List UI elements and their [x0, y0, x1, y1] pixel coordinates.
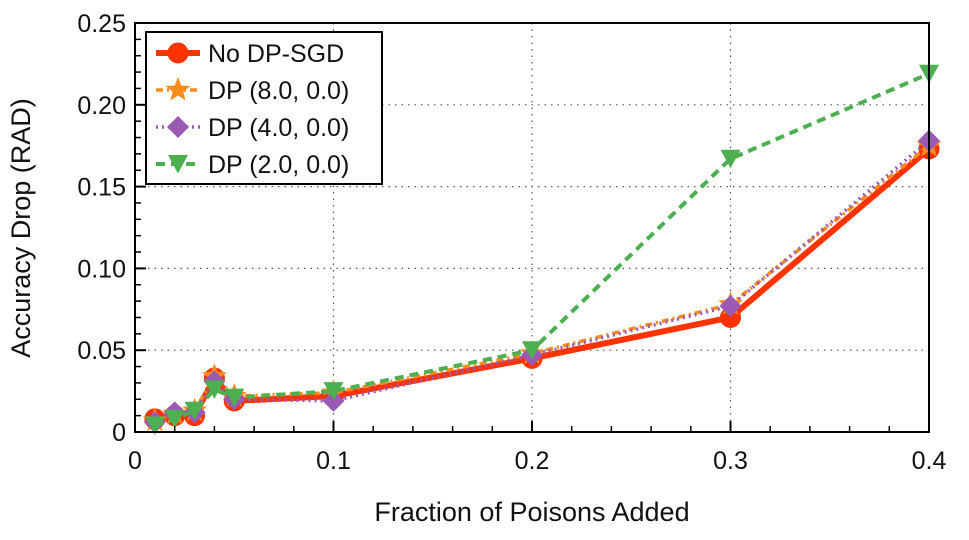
data-point	[322, 389, 345, 412]
legend-marker	[168, 155, 188, 174]
x-tick-label: 0.4	[912, 447, 947, 475]
series-layer	[142, 64, 942, 435]
series-line	[154, 144, 931, 423]
data-point	[323, 382, 344, 401]
data-point	[720, 149, 741, 169]
data-point	[719, 295, 742, 318]
legend-entry: DP (8.0, 0.0)	[156, 77, 349, 105]
legend: No DP-SGD DP (8.0, 0.0) DP (4.0, 0.0) DP (2…	[145, 31, 383, 185]
legend-entry: DP (2.0, 0.0)	[156, 151, 349, 179]
x-axis-title: Fraction of Poisons Added	[374, 497, 689, 527]
legend-marker	[165, 77, 191, 101]
legend-label: No DP-SGD	[208, 40, 344, 68]
axis-ticks	[134, 22, 930, 433]
x-tick-label: 0.1	[316, 447, 351, 475]
data-point	[522, 341, 542, 360]
legend-marker	[167, 116, 189, 138]
legend-label: DP (2.0, 0.0)	[208, 151, 349, 179]
y-axis-title: Accuracy Drop (RAD)	[6, 98, 36, 358]
legend-entry: No DP-SGD	[156, 40, 344, 68]
y-tick-label: 0.05	[77, 337, 126, 365]
y-tick-label: 0	[112, 419, 126, 447]
legend-label: DP (8.0, 0.0)	[208, 77, 349, 105]
x-tick-label: 0	[128, 447, 142, 475]
data-point	[164, 409, 185, 429]
y-tick-label: 0.25	[77, 10, 126, 38]
legend-label: DP (4.0, 0.0)	[208, 114, 349, 142]
axis-tick-labels: 0 0.1 0.2 0.3 0.4 0 0.05 0.10 0.15 0.20 0.25	[77, 10, 946, 475]
y-tick-label: 0.10	[77, 255, 126, 283]
y-tick-label: 0.20	[77, 92, 126, 120]
x-tick-label: 0.3	[713, 447, 748, 475]
series-3	[144, 64, 939, 435]
legend-entry: DP (4.0, 0.0)	[156, 114, 349, 142]
data-point	[224, 388, 245, 408]
y-tick-label: 0.15	[77, 174, 126, 202]
legend-marker	[167, 42, 189, 64]
x-tick-label: 0.2	[515, 447, 550, 475]
data-point	[184, 401, 205, 421]
data-point	[204, 380, 225, 399]
series-line	[154, 146, 931, 422]
data-point	[144, 416, 165, 435]
